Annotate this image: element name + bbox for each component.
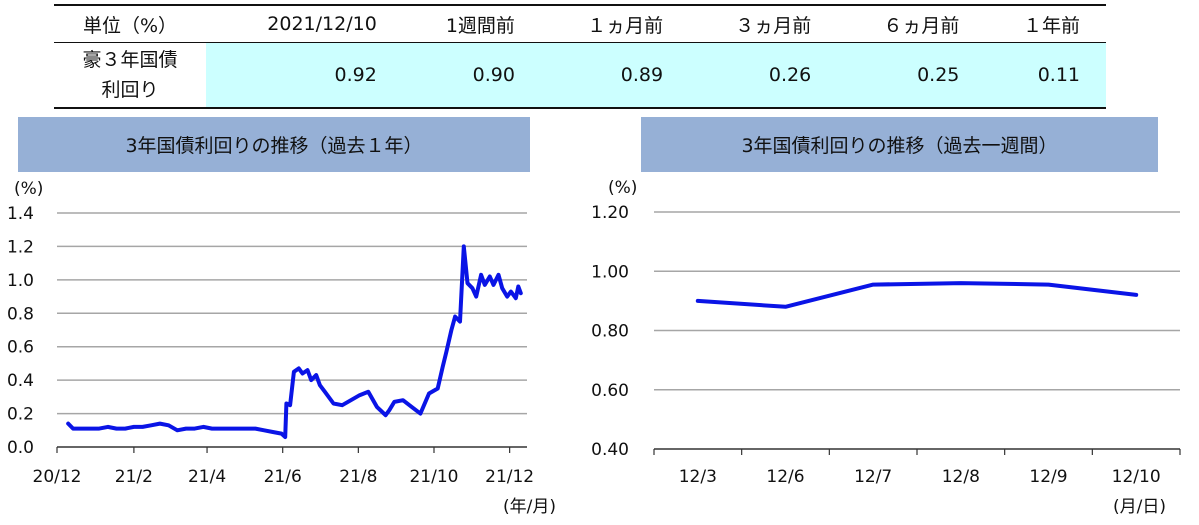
y-tick-label: 0.60: [591, 381, 629, 401]
x-tick-label: 12/3: [679, 467, 717, 487]
col-header-6m: ６ヵ月前: [837, 4, 986, 43]
x-tick-label: 21/10: [409, 467, 458, 487]
table-row: 豪３年国債 利回り 0.92 0.90 0.89 0.26 0.25 0.11: [54, 42, 1106, 109]
unit-header: 単位（%）: [54, 4, 206, 43]
y-tick-label: 1.4: [7, 204, 34, 224]
chart-title-1y: 3年国債利回りの推移（過去１年）: [18, 117, 530, 172]
y-tick-label: 1.2: [7, 237, 34, 257]
yield-summary-table: 単位（%） 2021/12/10 1週間前 １ヵ月前 ３ヵ月前 ６ヵ月前 １年前…: [54, 4, 1106, 109]
value-current: 0.92: [206, 42, 403, 109]
x-tick-label: 12/7: [854, 467, 892, 487]
x-tick-label: 21/2: [115, 467, 153, 487]
table-header-row: 単位（%） 2021/12/10 1週間前 １ヵ月前 ３ヵ月前 ６ヵ月前 １年前: [54, 4, 1106, 43]
series-line-1y: [66, 244, 523, 439]
y-tick-label: 0.6: [7, 338, 34, 358]
y-axis-unit: (%): [14, 179, 43, 199]
series-line-1w: [695, 281, 1139, 309]
y-tick-label: 1.00: [591, 262, 629, 282]
x-tick-label: 12/9: [1029, 467, 1067, 487]
x-tick-label: 21/6: [264, 467, 302, 487]
y-tick-label: 1.0: [7, 271, 34, 291]
y-tick-label: 0.40: [591, 440, 629, 460]
value-1w: 0.90: [402, 42, 541, 109]
y-tick-label: 0.8: [7, 304, 34, 324]
x-axis-unit: (年/月): [503, 497, 556, 517]
x-tick-label: 20/12: [33, 467, 82, 487]
y-axis-unit: (%): [608, 178, 637, 198]
col-header-1m: １ヵ月前: [540, 4, 690, 43]
col-header-current: 2021/12/10: [206, 4, 403, 43]
x-tick-label: 12/6: [766, 467, 804, 487]
value-1y: 0.11: [985, 42, 1106, 109]
col-header-1y: １年前: [985, 4, 1106, 43]
row-label-line2: 利回り: [101, 79, 159, 101]
value-3m: 0.26: [689, 42, 838, 109]
chart-title-1w: 3年国債利回りの推移（過去一週間）: [641, 117, 1158, 172]
x-tick-label: 12/10: [1112, 467, 1161, 487]
x-tick-label: 21/12: [485, 467, 534, 487]
y-tick-label: 0.2: [7, 405, 34, 425]
y-tick-label: 0.0: [7, 438, 34, 458]
x-axis-unit: (月/日): [1113, 497, 1166, 517]
x-tick-label: 12/8: [942, 467, 980, 487]
row-label-line1: 豪３年国債: [82, 49, 178, 71]
x-tick-label: 21/8: [339, 467, 377, 487]
x-tick-label: 21/4: [188, 467, 226, 487]
col-header-3m: ３ヵ月前: [689, 4, 838, 43]
y-tick-label: 0.4: [7, 371, 34, 391]
row-label: 豪３年国債 利回り: [54, 42, 206, 109]
value-6m: 0.25: [837, 42, 986, 109]
y-tick-label: 0.80: [591, 322, 629, 342]
col-header-1w: 1週間前: [402, 4, 541, 43]
y-tick-label: 1.20: [591, 203, 629, 223]
value-1m: 0.89: [540, 42, 690, 109]
